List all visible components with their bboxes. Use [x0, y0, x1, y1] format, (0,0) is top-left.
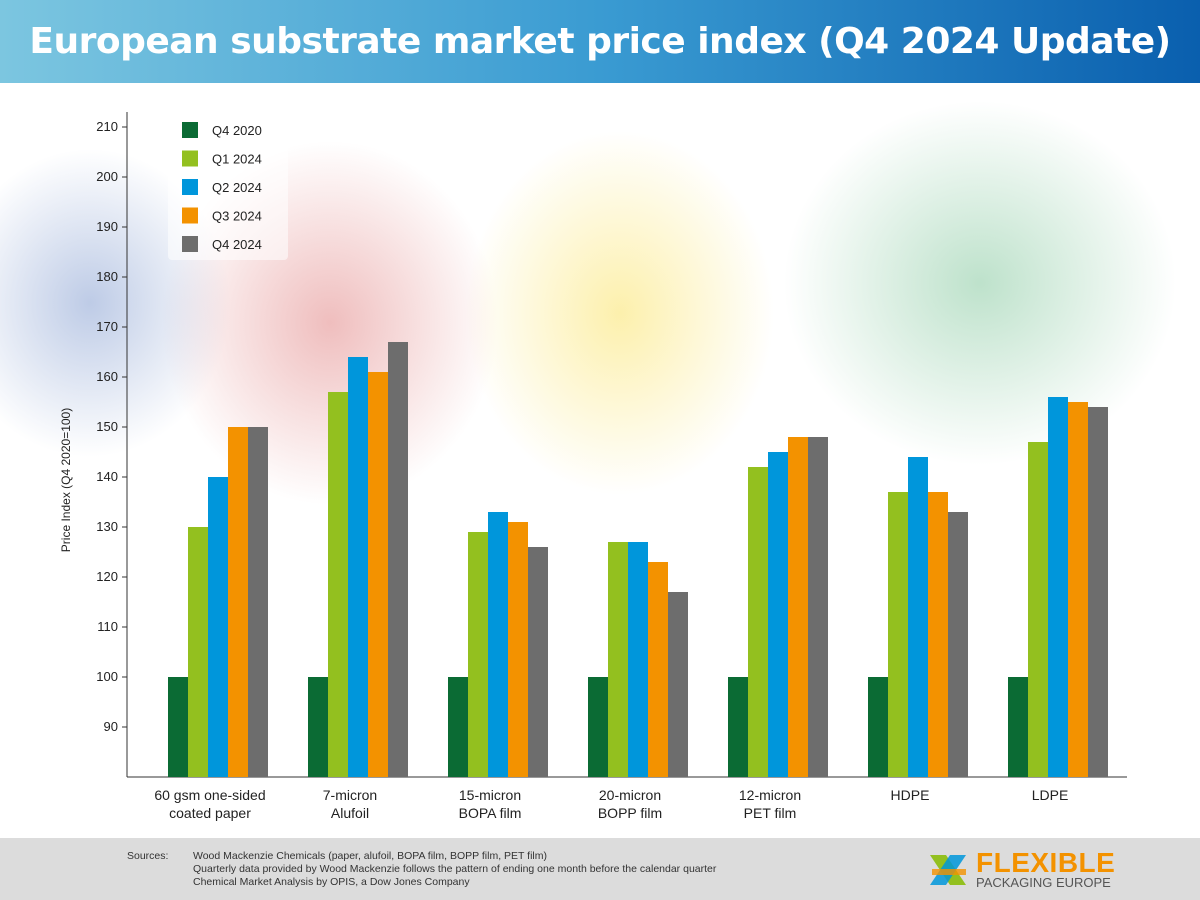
logo-subtext: PACKAGING EUROPE: [976, 875, 1111, 890]
sources-list: Wood Mackenzie Chemicals (paper, alufoil…: [193, 850, 716, 889]
y-tick-label: 160: [96, 369, 118, 384]
x-tick-label: coated paper: [169, 805, 251, 821]
legend-label: Q1 2024: [212, 152, 262, 167]
logo-mark-icon: [930, 855, 966, 885]
bar: [748, 467, 768, 777]
legend-swatch: [182, 236, 198, 252]
x-tick-label: 7-micron: [323, 787, 377, 803]
bar: [908, 457, 928, 777]
x-tick-label: 15-micron: [459, 787, 521, 803]
source-line: Wood Mackenzie Chemicals (paper, alufoil…: [193, 850, 548, 862]
x-tick-label: 60 gsm one-sided: [154, 787, 265, 803]
bar: [328, 392, 348, 777]
x-tick-label: Alufoil: [331, 805, 369, 821]
bar: [928, 492, 948, 777]
y-tick-label: 190: [96, 219, 118, 234]
y-tick-label: 110: [97, 619, 118, 634]
bar: [248, 427, 268, 777]
bar: [348, 357, 368, 777]
y-tick-label: 210: [96, 119, 118, 134]
y-tick-label: 120: [96, 569, 118, 584]
x-tick-label: 20-micron: [599, 787, 661, 803]
bar: [468, 532, 488, 777]
x-tick-label: HDPE: [891, 787, 930, 803]
y-tick-label: 180: [96, 269, 118, 284]
bar: [788, 437, 808, 777]
bar: [948, 512, 968, 777]
chart-title: European substrate market price index (Q…: [29, 21, 1171, 62]
bar: [668, 592, 688, 777]
bar: [168, 677, 188, 777]
bar: [808, 437, 828, 777]
y-tick-label: 100: [96, 669, 118, 684]
y-tick-label: 130: [96, 519, 118, 534]
y-tick-label: 90: [104, 719, 118, 734]
logo-text: FLEXIBLE: [976, 847, 1116, 878]
header: European substrate market price index (Q…: [0, 0, 1200, 83]
bar: [608, 542, 628, 777]
bar: [728, 677, 748, 777]
bar: [228, 427, 248, 777]
x-tick-label: BOPA film: [459, 805, 522, 821]
legend-swatch: [182, 150, 198, 167]
legend-label: Q4 2020: [212, 123, 262, 138]
bar: [1088, 407, 1108, 777]
bar: [768, 452, 788, 777]
bar: [368, 372, 388, 777]
bar: [648, 562, 668, 777]
bar: [388, 342, 408, 777]
sources-label: Sources:: [127, 850, 169, 862]
bar: [528, 547, 548, 777]
y-tick-label: 200: [96, 169, 118, 184]
y-tick-label: 140: [96, 469, 118, 484]
bar: [888, 492, 908, 777]
y-tick-label: 150: [96, 419, 118, 434]
x-tick-label: BOPP film: [598, 805, 662, 821]
bar: [1048, 397, 1068, 777]
bar: [188, 527, 208, 777]
legend-label: Q2 2024: [212, 180, 262, 195]
bar: [868, 677, 888, 777]
footer: Sources: Wood Mackenzie Chemicals (paper…: [0, 838, 1200, 900]
source-line: Quarterly data provided by Wood Mackenzi…: [193, 863, 717, 875]
x-tick-label: LDPE: [1032, 787, 1069, 803]
bar: [1028, 442, 1048, 777]
bar: [1068, 402, 1088, 777]
bar: [208, 477, 228, 777]
legend-swatch: [182, 122, 198, 138]
bar: [1008, 677, 1028, 777]
bar: [508, 522, 528, 777]
bar: [588, 677, 608, 777]
y-axis-label: Price Index (Q4 2020=100): [59, 408, 73, 552]
legend-label: Q4 2024: [212, 237, 262, 252]
legend-swatch: [182, 207, 198, 224]
x-tick-label: PET film: [744, 805, 797, 821]
bar: [628, 542, 648, 777]
bar: [448, 677, 468, 777]
x-tick-label: 12-micron: [739, 787, 801, 803]
bar: [308, 677, 328, 777]
bar: [488, 512, 508, 777]
legend-swatch: [182, 179, 198, 195]
legend-label: Q3 2024: [212, 209, 262, 224]
y-tick-label: 170: [96, 319, 118, 334]
logo: FLEXIBLE PACKAGING EUROPE: [928, 847, 1116, 890]
source-line: Chemical Market Analysis by OPIS, a Dow …: [193, 876, 470, 888]
